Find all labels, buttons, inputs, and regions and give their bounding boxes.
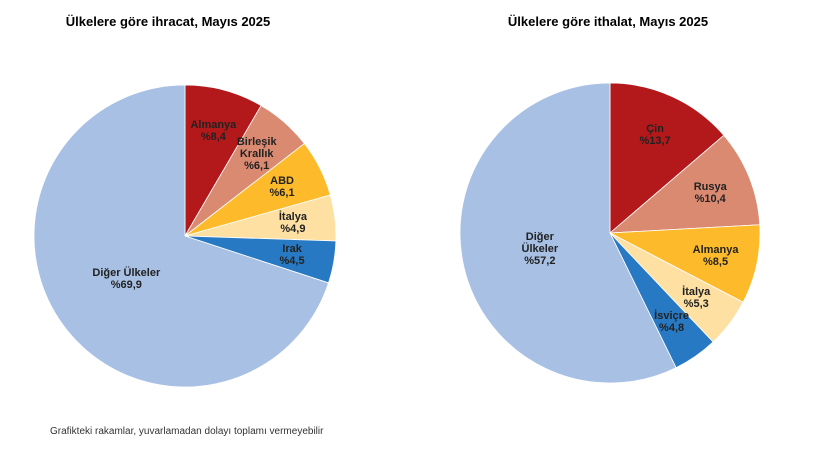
category-label: Çin — [646, 122, 664, 135]
value-label: %4,9 — [280, 222, 306, 235]
pie-slice — [33, 84, 330, 388]
category-label: İtalya — [682, 286, 711, 299]
chart-title: Ülkelere göre ihracat, Mayıs 2025 — [65, 14, 271, 29]
value-label: %57,2 — [524, 255, 556, 268]
pie-slice — [609, 82, 725, 234]
category-label: Almanya — [692, 243, 739, 256]
category-label: Diğer Ülkeler — [521, 231, 559, 256]
slice-label: Almanya %8,4 — [182, 119, 244, 143]
category-label: Irak — [282, 242, 302, 255]
slice-label: İtalya %4,9 — [262, 211, 324, 235]
value-label: %8,4 — [200, 131, 226, 144]
value-label: %10,4 — [694, 192, 726, 205]
footnote: Grafikteki rakamlar, yuvarlamadan dolayı… — [50, 426, 324, 437]
slice-label: Almanya %8,5 — [685, 244, 747, 268]
value-label: %4,8 — [659, 321, 685, 334]
slice-label: Irak %4,5 — [261, 243, 323, 267]
slice-label: Diğer Ülkeler %69,9 — [66, 267, 186, 291]
value-label: %6,1 — [244, 160, 270, 173]
value-label: %4,5 — [279, 254, 305, 267]
slice-label: Diğer Ülkeler %57,2 — [515, 231, 565, 267]
slice-label: ABD %6,1 — [251, 175, 313, 199]
category-label: Rusya — [693, 180, 727, 193]
category-label: Almanya — [190, 119, 237, 132]
category-label: Diğer Ülkeler — [92, 266, 161, 279]
pie-slice — [608, 134, 761, 234]
slice-label: Birleşik Krallık %6,1 — [226, 136, 288, 172]
chart-title: Ülkelere göre ithalat, Mayıs 2025 — [507, 14, 709, 29]
slice-label: İtalya %5,3 — [665, 286, 727, 310]
value-label: %13,7 — [639, 134, 671, 147]
slice-label: Çin %13,7 — [624, 123, 686, 147]
value-label: %69,9 — [110, 278, 142, 291]
category-label: Birleşik Krallık — [236, 136, 277, 161]
value-label: %6,1 — [269, 187, 295, 200]
value-label: %8,5 — [703, 255, 729, 268]
slice-label: İsviçre %4,8 — [641, 310, 703, 334]
pie-slice — [459, 82, 677, 384]
category-label: İsviçre — [654, 309, 690, 322]
slice-label: Rusya %10,4 — [679, 181, 741, 205]
category-label: ABD — [270, 175, 294, 188]
value-label: %5,3 — [683, 298, 709, 311]
category-label: İtalya — [278, 210, 307, 223]
